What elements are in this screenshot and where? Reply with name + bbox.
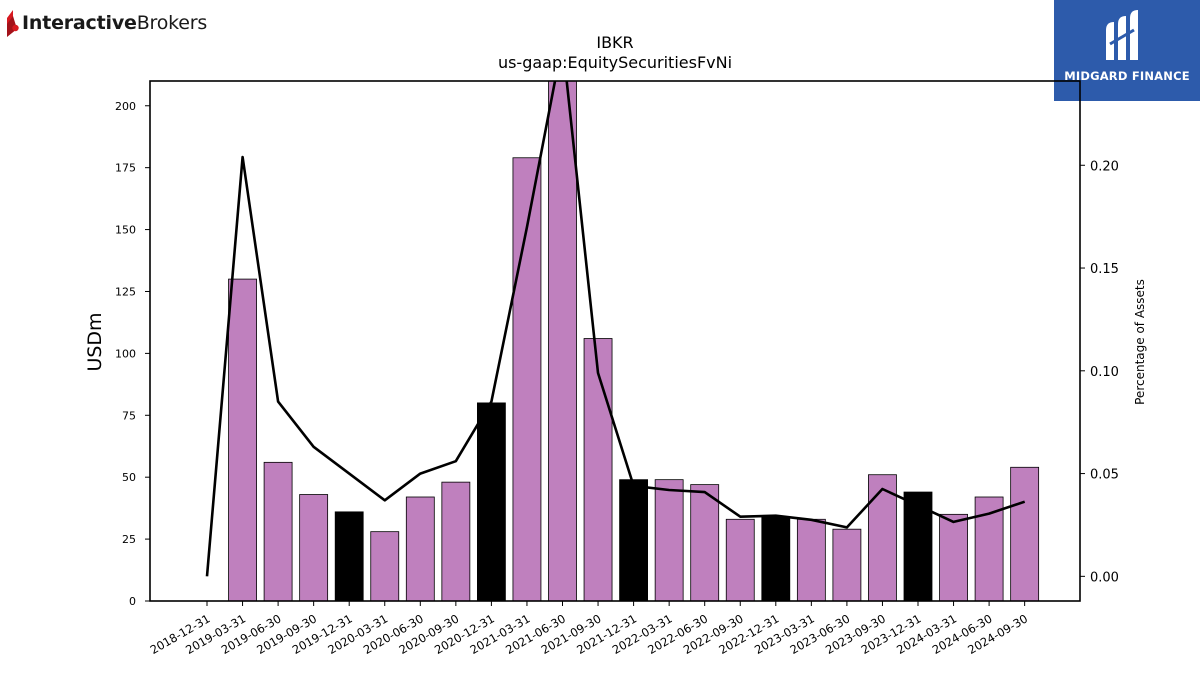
bar-2021-06-30: [548, 81, 577, 601]
y2-tick-label-0.20: 0.20: [1090, 159, 1119, 174]
y-tick-label-25: 25: [122, 533, 136, 546]
y2-axis-label: Percentage of Assets: [1133, 279, 1147, 405]
bar-2020-12-31: [476, 402, 506, 601]
bar-2023-09-30: [868, 474, 897, 601]
bar-2022-09-30: [725, 518, 755, 601]
brand-name-bold: Interactive: [22, 12, 137, 34]
bar-2024-03-31: [939, 513, 968, 601]
bar-series: [228, 81, 1040, 601]
y2-tick-label-0.10: 0.10: [1090, 365, 1119, 380]
interactive-brokers-logo: InteractiveBrokers: [4, 6, 207, 40]
midgard-logo-icon: [1106, 10, 1138, 60]
bar-2020-09-30: [441, 481, 471, 601]
bar-2023-06-30: [832, 528, 862, 601]
bar-2022-03-31: [654, 479, 684, 601]
bar-2019-06-30: [263, 461, 293, 601]
plot-area: 0 25 50 75 100 125 150 175 200 0.00 0.05 0.10 0.15 0.…: [115, 80, 1119, 657]
chart-title: IBKR: [596, 33, 633, 52]
bar-2020-06-30: [405, 496, 435, 601]
bar-2021-09-30: [583, 338, 613, 601]
bar-2020-03-31: [370, 531, 400, 601]
bar-2023-12-31: [903, 491, 933, 601]
midgard-finance-name: MIDGARD FINANCE: [1064, 69, 1190, 83]
y-tick-label-150: 150: [115, 224, 136, 237]
y2-tick-label-0.15: 0.15: [1090, 262, 1119, 277]
bar-2022-06-30: [690, 484, 720, 601]
bar-2019-03-31: [228, 278, 257, 601]
y-tick-label-175: 175: [115, 162, 136, 175]
chart-subtitle: us-gaap:EquitySecuritiesFvNi: [498, 53, 732, 72]
bar-2021-12-31: [619, 479, 648, 601]
y-tick-label-200: 200: [115, 100, 136, 113]
brand-name: InteractiveBrokers: [22, 12, 207, 34]
y-tick-label-75: 75: [122, 409, 136, 422]
bar-2024-06-30: [974, 496, 1004, 601]
line-series: [205, 81, 1026, 577]
bar-2023-03-31: [796, 518, 826, 601]
y2-tick-label-0.05: 0.05: [1090, 468, 1119, 483]
bar-2019-09-30: [299, 494, 329, 601]
midgard-finance-badge: MIDGARD FINANCE: [1054, 0, 1200, 101]
plot-frame: [149, 80, 1081, 602]
y2-tick-label-0.00: 0.00: [1090, 570, 1119, 585]
y-axis-label: USDm: [84, 312, 106, 371]
bar-2019-12-31: [334, 511, 364, 601]
y-tick-label-50: 50: [122, 471, 136, 484]
percentage-line: [205, 81, 1026, 577]
brand-name-regular: Brokers: [136, 12, 208, 34]
y-tick-label-125: 125: [115, 285, 136, 298]
brokers-flag-icon: [7, 10, 19, 37]
y-tick-label-100: 100: [115, 347, 136, 360]
bar-2022-12-31: [761, 516, 791, 601]
y-tick-label-0: 0: [129, 595, 136, 608]
bar-2024-09-30: [1010, 466, 1040, 601]
